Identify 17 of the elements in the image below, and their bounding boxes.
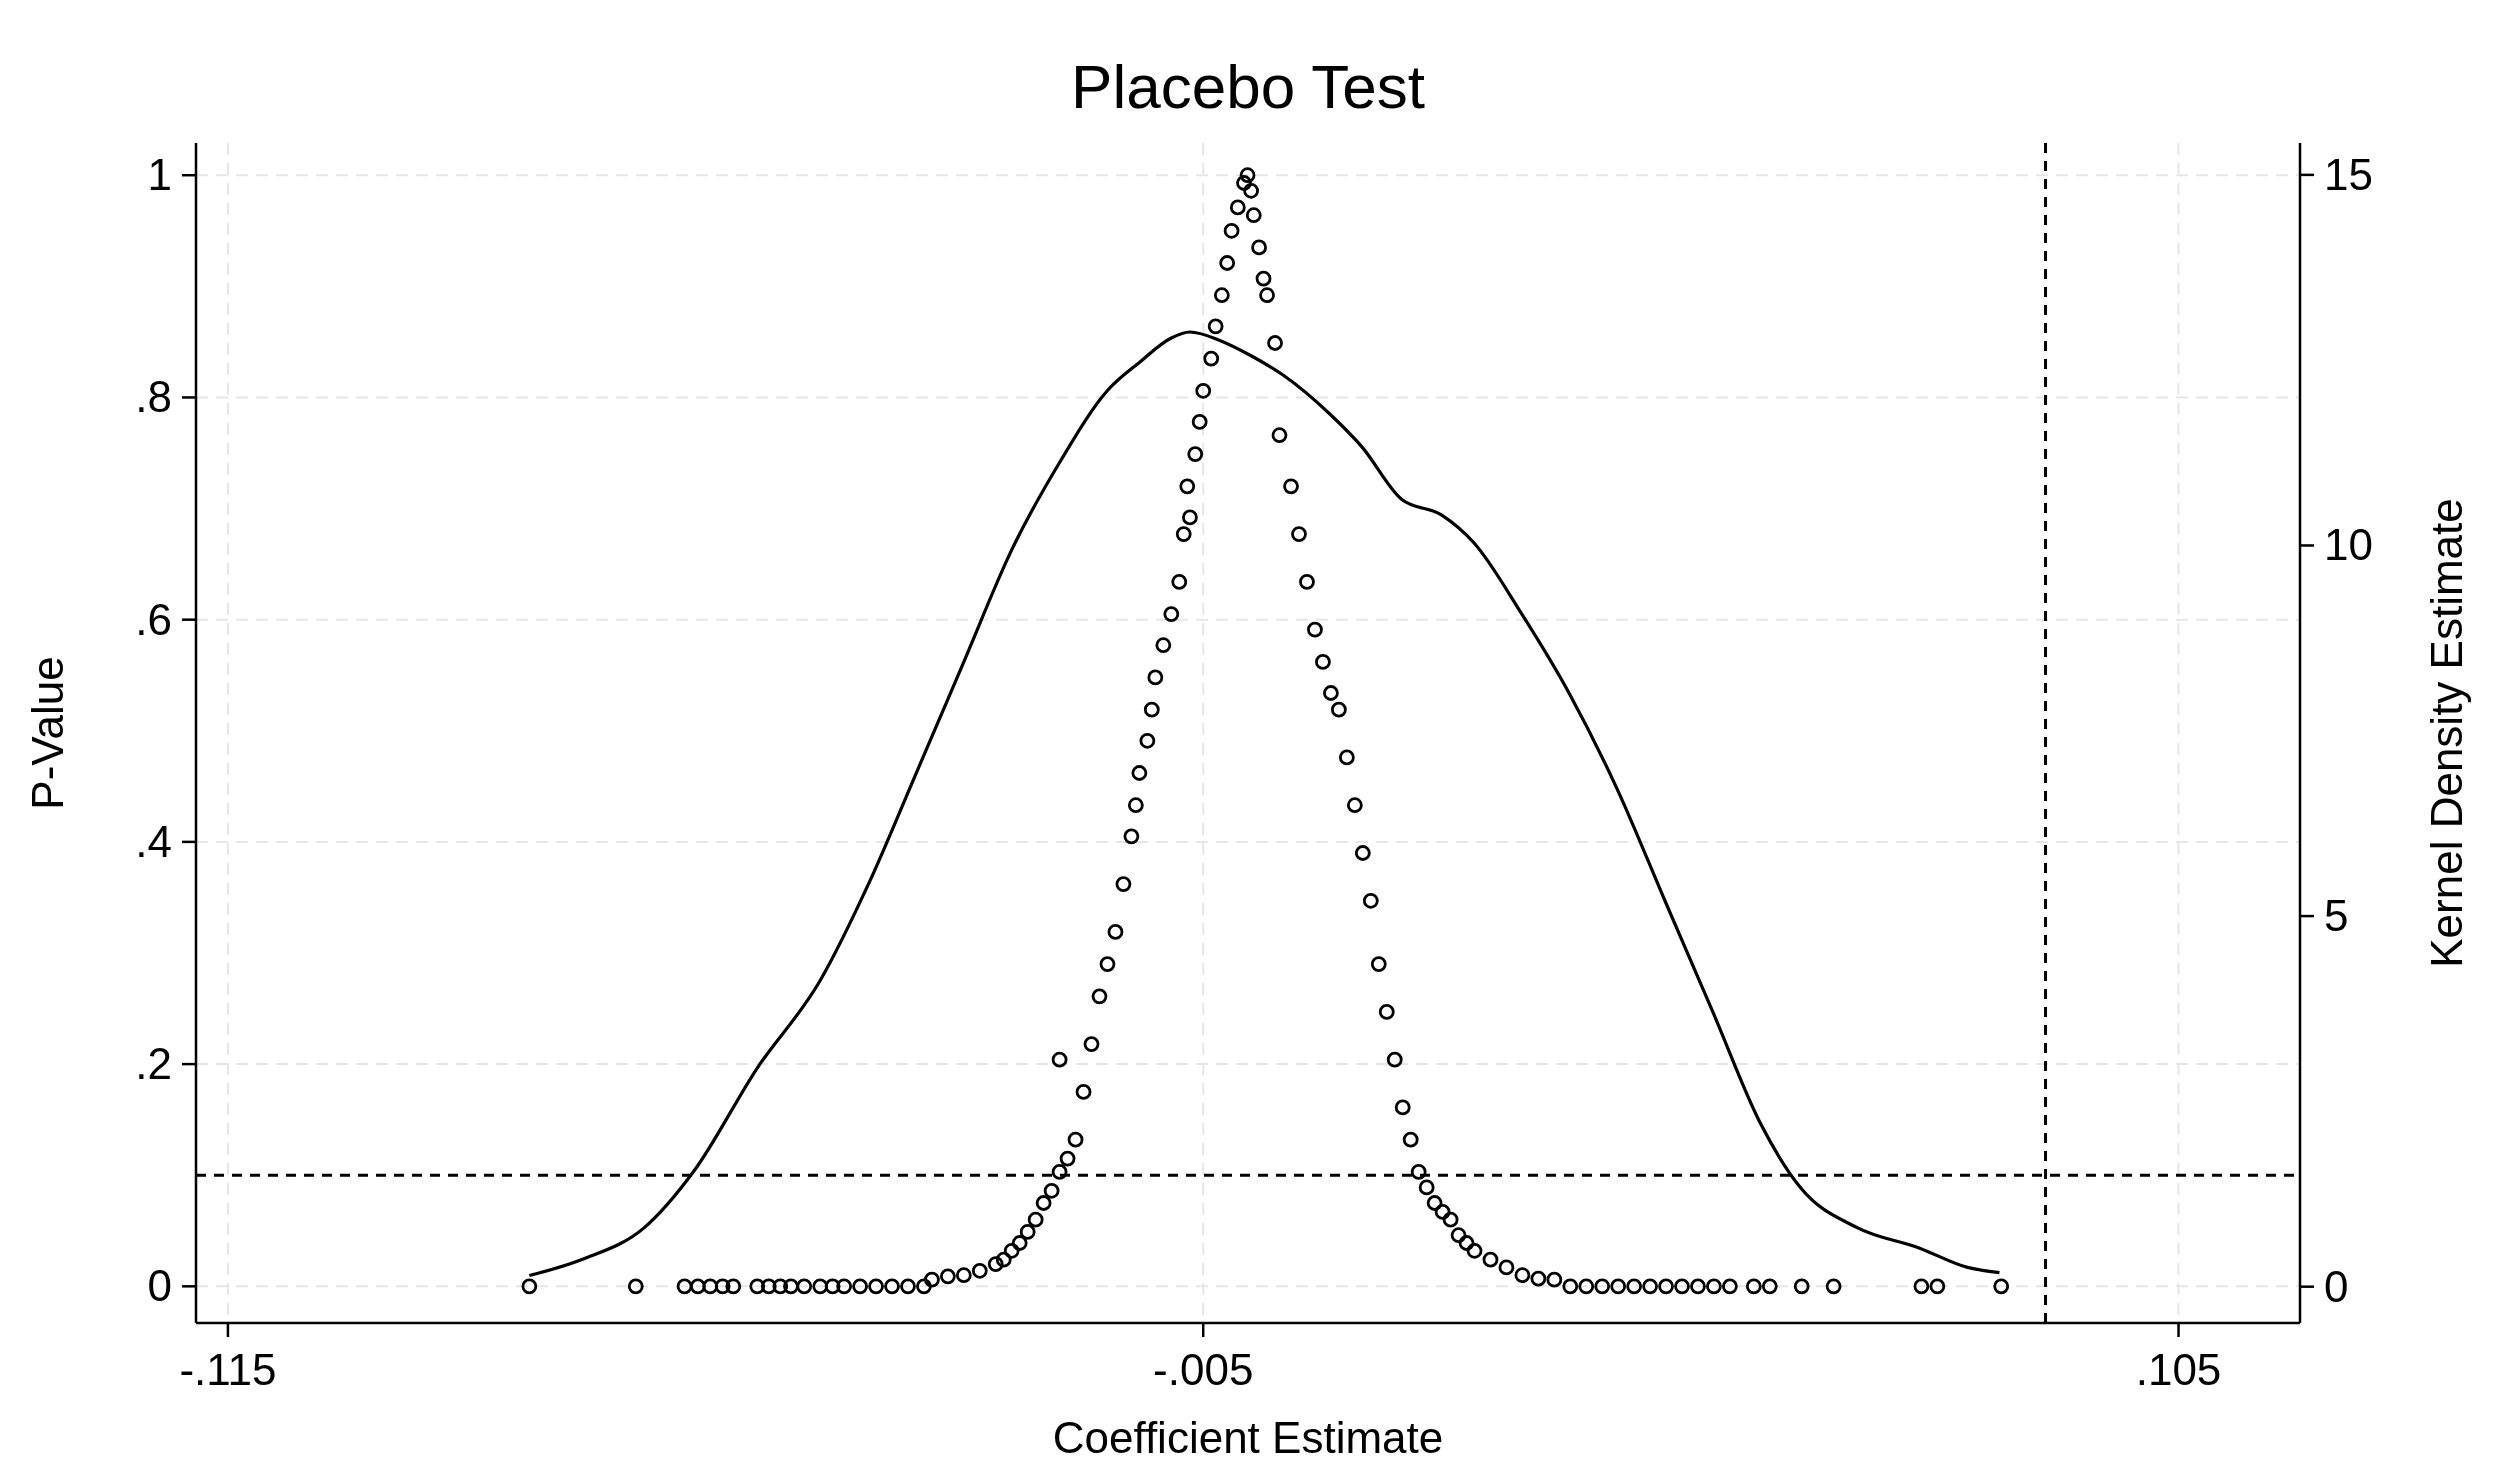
y-tick-label: .2 xyxy=(135,1039,172,1089)
x-axis-title: Coefficient Estimate xyxy=(1052,1413,1444,1462)
x-tick-label: -.005 xyxy=(1153,1345,1254,1394)
y-tick-label: .4 xyxy=(135,816,172,866)
y2-tick-label: 10 xyxy=(2324,520,2373,570)
y-axis-title: P-Value xyxy=(23,656,72,810)
y-tick-label: .8 xyxy=(135,372,172,422)
y-tick-label: .6 xyxy=(135,594,172,644)
x-tick-label: -.115 xyxy=(179,1345,277,1394)
y2-tick-label: 0 xyxy=(2324,1261,2349,1311)
x-tick-label: .105 xyxy=(2135,1345,2222,1394)
chart-title: Placebo Test xyxy=(1071,52,1425,121)
y2-tick-label: 15 xyxy=(2324,149,2373,199)
y-tick-label: 1 xyxy=(147,150,172,200)
y2-axis-title: Kernel Density Estimate xyxy=(2422,498,2471,968)
y2-tick-label: 5 xyxy=(2324,891,2349,941)
y-tick-label: 0 xyxy=(147,1261,172,1311)
